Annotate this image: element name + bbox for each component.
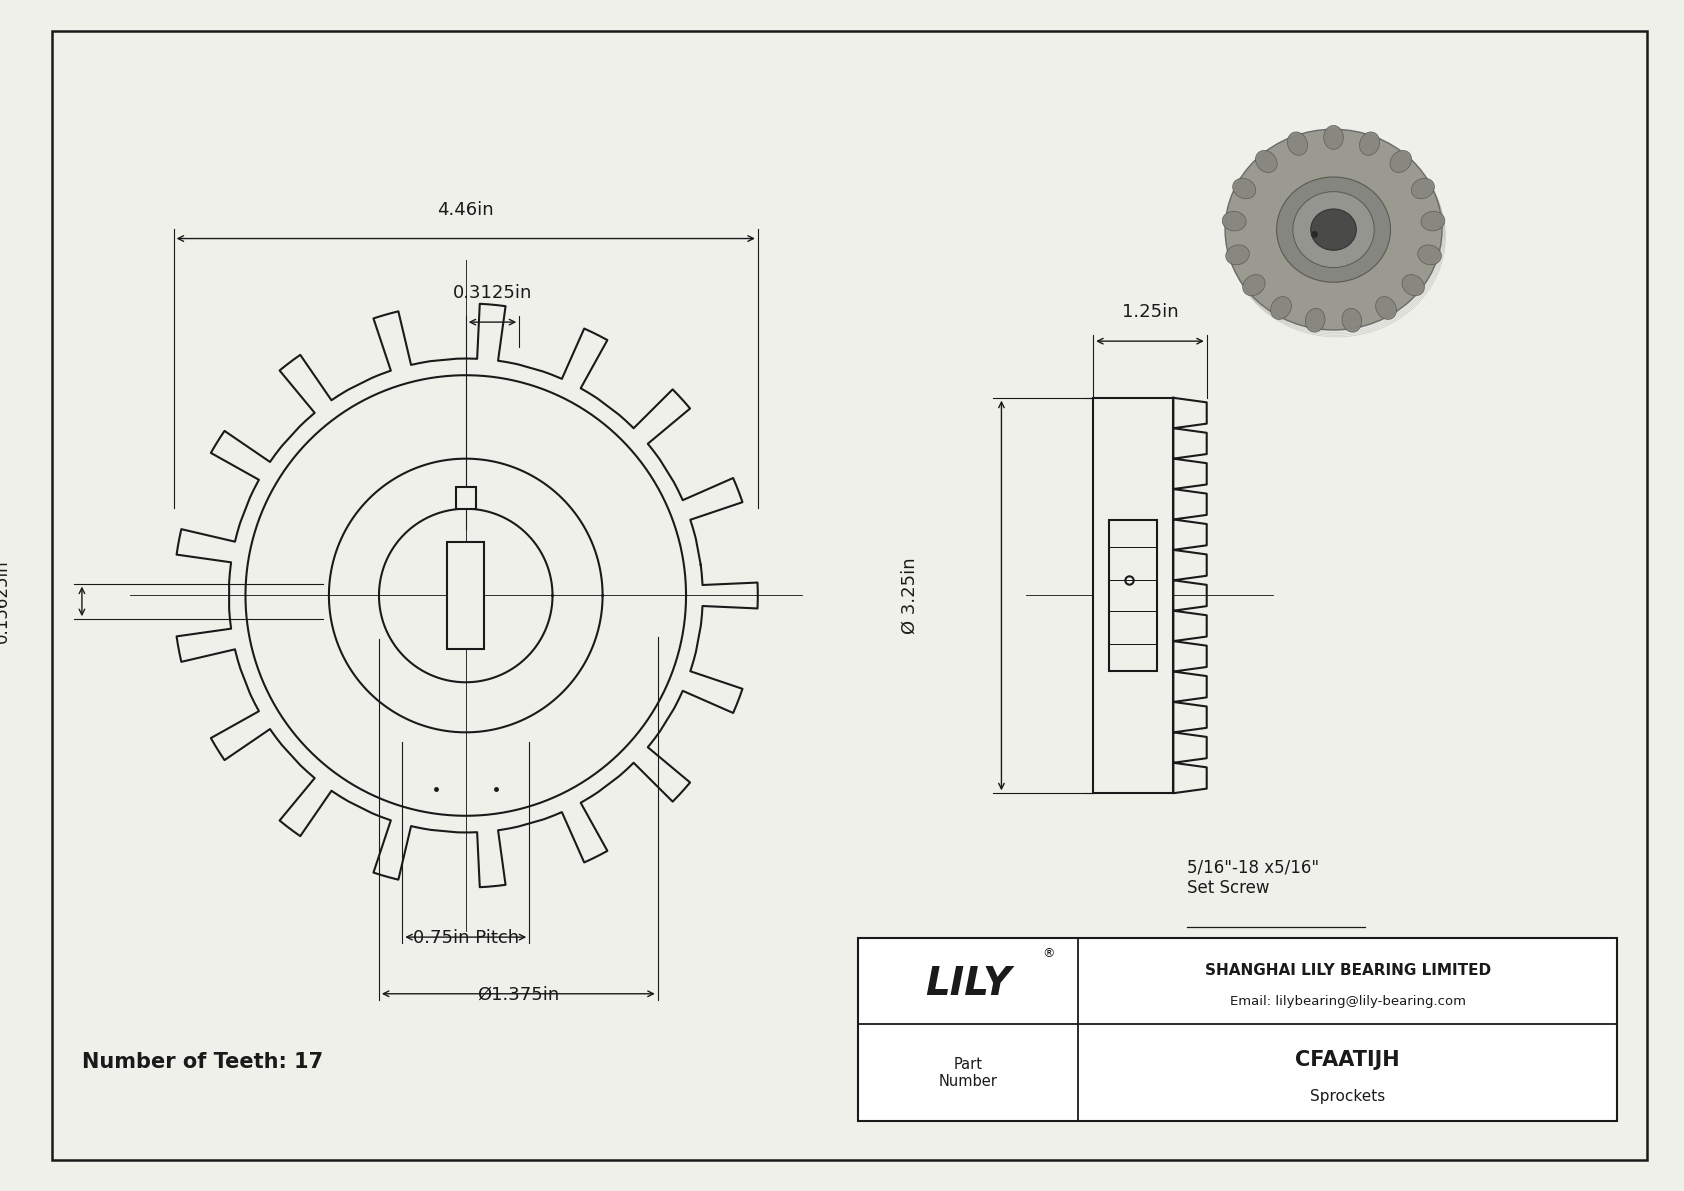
Text: 0.15625in: 0.15625in (0, 560, 10, 643)
Bar (456, 487, 477, 509)
Text: Part
Number: Part Number (938, 1056, 997, 1090)
Ellipse shape (1271, 297, 1292, 319)
Bar (857, 937, 1617, 1121)
Text: SHANGHAI LILY BEARING LIMITED: SHANGHAI LILY BEARING LIMITED (1204, 964, 1490, 978)
Ellipse shape (1310, 208, 1356, 250)
Ellipse shape (1243, 275, 1265, 295)
Ellipse shape (1359, 132, 1379, 155)
Ellipse shape (1342, 308, 1362, 332)
Text: Email: lilybearing@lily-bearing.com: Email: lilybearing@lily-bearing.com (1229, 996, 1465, 1009)
Bar (448, 542, 483, 649)
Bar (1110, 520, 1157, 671)
Text: CFAATIJH: CFAATIJH (1295, 1050, 1399, 1071)
Text: Ø1.375in: Ø1.375in (477, 986, 559, 1004)
Ellipse shape (1226, 245, 1250, 264)
Ellipse shape (1293, 192, 1374, 268)
Bar (1093, 398, 1174, 793)
Text: 4.46in: 4.46in (438, 201, 493, 219)
Ellipse shape (1256, 150, 1276, 173)
Ellipse shape (1403, 275, 1425, 295)
Text: 1.25in: 1.25in (1122, 304, 1179, 322)
Ellipse shape (1288, 132, 1307, 155)
Ellipse shape (1224, 130, 1442, 330)
Text: ®: ® (1042, 948, 1054, 960)
Text: 0.3125in: 0.3125in (453, 285, 532, 303)
Ellipse shape (1276, 177, 1391, 282)
Text: 5/16"-18 x5/16"
Set Screw: 5/16"-18 x5/16" Set Screw (1187, 858, 1319, 897)
Text: Ø 3.25in: Ø 3.25in (901, 557, 919, 634)
Text: LILY: LILY (925, 965, 1010, 1003)
Ellipse shape (1411, 179, 1435, 199)
Ellipse shape (1376, 297, 1396, 319)
Text: Number of Teeth: 17: Number of Teeth: 17 (83, 1052, 323, 1072)
Text: 0.75in Pitch: 0.75in Pitch (413, 929, 519, 947)
Ellipse shape (1389, 150, 1411, 173)
Ellipse shape (1233, 179, 1256, 199)
Ellipse shape (1421, 211, 1445, 231)
Ellipse shape (1324, 125, 1344, 149)
Ellipse shape (1305, 308, 1325, 332)
Text: Sprockets: Sprockets (1310, 1090, 1386, 1104)
Ellipse shape (1418, 245, 1442, 264)
Ellipse shape (1223, 211, 1246, 231)
